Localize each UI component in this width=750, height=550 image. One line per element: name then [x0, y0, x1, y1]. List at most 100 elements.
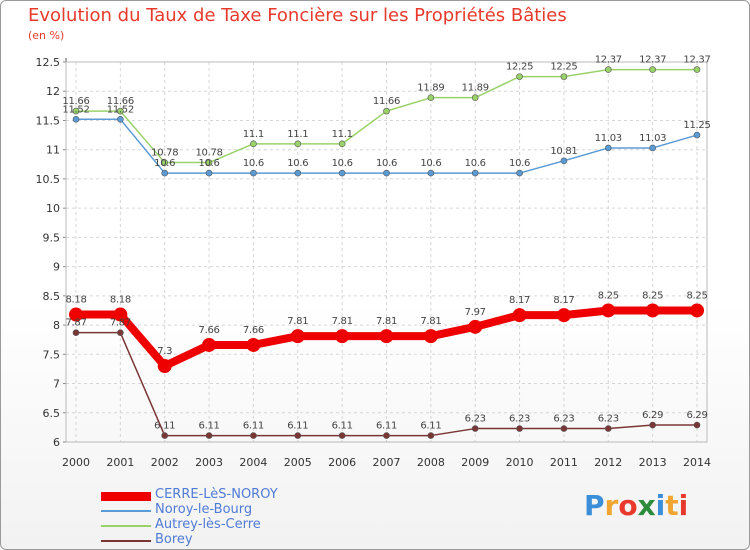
- data-point: [383, 169, 390, 177]
- data-point: [512, 308, 527, 323]
- data-label: 6.11: [332, 421, 353, 432]
- legend-label: Borey: [155, 532, 193, 547]
- data-point: [294, 140, 302, 148]
- data-label: 7.81: [376, 316, 397, 327]
- data-label: 11.89: [462, 83, 489, 94]
- data-label: 8.17: [509, 295, 530, 306]
- data-label: 11.52: [107, 104, 134, 115]
- data-point: [556, 308, 571, 323]
- legend-label: CERRE-LèS-NOROY: [155, 487, 278, 502]
- x-tick-label: 2005: [284, 456, 312, 469]
- data-point: [205, 169, 213, 177]
- data-point: [113, 307, 128, 322]
- data-point: [604, 144, 612, 152]
- y-tick-label: 9: [53, 261, 60, 274]
- data-point: [202, 337, 217, 352]
- data-label: 11.1: [287, 129, 308, 140]
- data-point: [690, 303, 704, 318]
- data-label: 10.6: [287, 158, 308, 169]
- data-point: [117, 107, 124, 115]
- data-point: [516, 73, 523, 80]
- y-tick-label: 9.5: [43, 231, 61, 244]
- chart-title: Evolution du Taux de Taxe Foncière sur l…: [28, 5, 567, 26]
- data-label: 7.3: [157, 346, 172, 357]
- data-label: 6.23: [553, 414, 574, 425]
- logo-letter: o: [618, 489, 638, 522]
- x-tick-label: 2012: [594, 456, 622, 469]
- data-label: 10.81: [550, 146, 577, 157]
- data-label: 11.66: [107, 96, 134, 107]
- data-point: [516, 169, 523, 177]
- x-tick-label: 2001: [106, 456, 134, 469]
- data-point: [560, 425, 568, 432]
- data-label: 10.6: [509, 158, 530, 169]
- data-point: [604, 425, 612, 432]
- x-tick-label: 2004: [239, 456, 267, 469]
- data-label: 10.78: [196, 148, 223, 159]
- data-label: 7.81: [287, 316, 308, 327]
- x-tick-label: 2011: [550, 456, 578, 469]
- data-point: [72, 329, 80, 336]
- x-tick-label: 2000: [62, 456, 90, 469]
- legend-swatch: [101, 491, 151, 501]
- data-point: [471, 94, 479, 101]
- data-label: 6.11: [376, 421, 397, 432]
- legend-label: Autrey-lès-Cerre: [155, 517, 261, 532]
- data-label: 8.25: [598, 290, 619, 301]
- data-point: [117, 329, 124, 336]
- data-label: 7.66: [243, 325, 264, 336]
- data-point: [427, 169, 435, 177]
- data-point: [294, 169, 302, 177]
- data-label: 11.89: [417, 83, 444, 94]
- data-point: [649, 66, 656, 73]
- chart-subtitle: (en %): [28, 29, 65, 42]
- x-tick-label: 2006: [328, 456, 356, 469]
- data-point: [338, 432, 346, 439]
- logo-letter: t: [665, 489, 679, 522]
- data-label: 11.03: [639, 133, 666, 144]
- x-tick-label: 2008: [417, 456, 445, 469]
- data-label: 8.25: [686, 290, 707, 301]
- x-tick-label: 2003: [195, 456, 223, 469]
- data-point: [290, 329, 305, 344]
- data-point: [72, 115, 80, 123]
- plot-border: [65, 61, 708, 443]
- data-label: 10.6: [332, 158, 353, 169]
- data-label: 10.6: [376, 158, 397, 169]
- x-tick-label: 2013: [639, 456, 667, 469]
- data-point: [383, 107, 390, 115]
- data-point: [471, 169, 479, 177]
- data-label: 6.29: [686, 410, 707, 421]
- data-label: 7.87: [65, 318, 86, 329]
- y-tick-label: 8: [53, 319, 60, 332]
- data-point: [338, 140, 346, 148]
- y-tick-label: 7.5: [43, 348, 61, 361]
- data-label: 11.66: [62, 96, 89, 107]
- data-label: 12.25: [550, 62, 577, 73]
- y-tick-label: 8.5: [43, 290, 61, 303]
- data-label: 6.23: [509, 414, 530, 425]
- x-tick-label: 2010: [506, 456, 534, 469]
- data-point: [205, 432, 213, 439]
- data-point: [69, 307, 83, 322]
- data-point: [379, 329, 394, 344]
- y-tick-label: 11.5: [36, 114, 61, 127]
- y-tick-label: 6: [53, 436, 60, 449]
- data-label: 6.11: [199, 421, 220, 432]
- data-label: 6.23: [465, 414, 486, 425]
- y-tick-label: 10: [46, 202, 60, 215]
- data-label: 6.11: [420, 421, 441, 432]
- data-point: [250, 169, 257, 177]
- data-point: [604, 66, 612, 73]
- data-point: [161, 159, 169, 166]
- data-label: 6.29: [642, 410, 663, 421]
- y-tick-label: 11: [46, 144, 60, 157]
- data-point: [246, 337, 261, 352]
- x-tick-label: 2014: [683, 456, 711, 469]
- logo-letter: P: [584, 489, 605, 522]
- data-label: 10.6: [199, 158, 220, 169]
- data-point: [560, 157, 568, 165]
- data-point: [423, 329, 438, 344]
